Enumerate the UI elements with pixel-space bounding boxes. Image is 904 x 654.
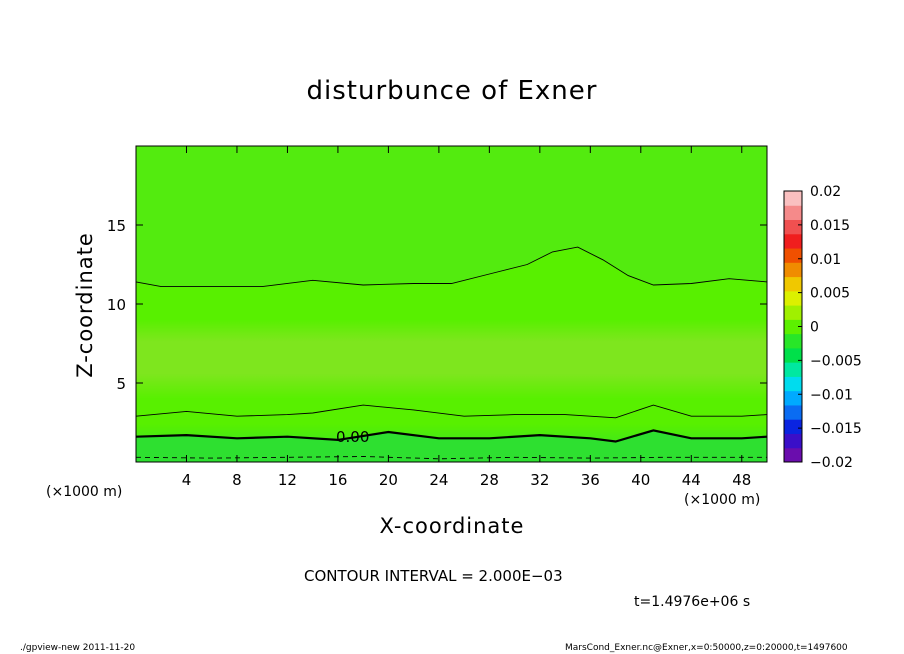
colorbar-label: −0.02 — [810, 455, 853, 471]
heatmap-low-band — [136, 430, 767, 462]
colorbar-label: −0.01 — [810, 387, 853, 403]
colorbar-segment — [784, 419, 802, 434]
colorbar-segment — [784, 404, 802, 420]
colorbar-segment — [784, 347, 802, 363]
x-tick-label: 12 — [278, 471, 297, 489]
colorbar-label: −0.015 — [810, 421, 862, 437]
colorbar-label: 0.015 — [810, 218, 850, 234]
x-tick-label: 20 — [379, 471, 398, 489]
plot-area: 0.00 — [135, 145, 768, 463]
colorbar-segment — [784, 191, 802, 206]
colorbar-segment — [784, 290, 802, 306]
colorbar-label: 0.02 — [810, 184, 841, 200]
x-axis-label: X-coordinate — [379, 514, 525, 538]
colorbar-segment — [784, 433, 802, 449]
x-tick-label: 40 — [631, 471, 650, 489]
x-tick-label: 36 — [581, 471, 600, 489]
x-tick-label: 24 — [429, 471, 448, 489]
colorbar-label: −0.005 — [810, 353, 862, 369]
heatmap-upper-band — [136, 146, 767, 287]
colorbar-segment — [784, 333, 802, 349]
chart-title: disturbunce of Exner — [306, 76, 598, 106]
contour-label: 0.00 — [336, 428, 369, 446]
x-unit-label-left: (×1000 m) — [46, 484, 123, 500]
x-tick-label: 44 — [682, 471, 701, 489]
colorbar-segment — [784, 233, 802, 249]
colorbar-segment — [784, 319, 802, 335]
y-tick-label: 10 — [107, 296, 126, 314]
x-tick-label: 16 — [328, 471, 347, 489]
colorbar-segment — [784, 305, 802, 320]
contour-low-line — [135, 404, 768, 419]
colorbar-segment — [784, 362, 802, 377]
colorbar-label: 0.005 — [810, 286, 850, 302]
time-label: t=1.4976e+06 s — [634, 594, 751, 610]
colorbar-segment — [784, 219, 802, 235]
footer-right-text: MarsCond_Exner.nc@Exner,x=0:50000,z=0:20… — [565, 643, 848, 653]
footer-left-text: ./gpview-new 2011-11-20 — [20, 643, 136, 653]
x-unit-label-right: (×1000 m) — [684, 492, 761, 508]
colorbar-segment — [784, 205, 802, 221]
colorbar-segment — [784, 276, 802, 292]
colorbar-segment — [784, 262, 802, 278]
x-tick-label: 28 — [480, 471, 499, 489]
x-tick-label: 32 — [530, 471, 549, 489]
colorbar-segment — [784, 376, 802, 392]
x-tick-label: 8 — [232, 471, 242, 489]
colorbar-segment — [784, 248, 802, 263]
colorbar-segment — [784, 447, 802, 463]
y-tick-label: 5 — [116, 375, 126, 393]
y-tick-label: 15 — [107, 217, 126, 235]
x-tick-label: 48 — [732, 471, 751, 489]
colorbar-label: 0 — [810, 320, 819, 336]
colorbar-segment — [784, 390, 802, 406]
contour-upper-line — [135, 246, 768, 288]
contour-zero-line — [135, 429, 768, 443]
colorbar-label: 0.01 — [810, 252, 841, 268]
contour-interval-label: CONTOUR INTERVAL = 2.000E−03 — [304, 567, 563, 585]
x-tick-label: 4 — [182, 471, 192, 489]
